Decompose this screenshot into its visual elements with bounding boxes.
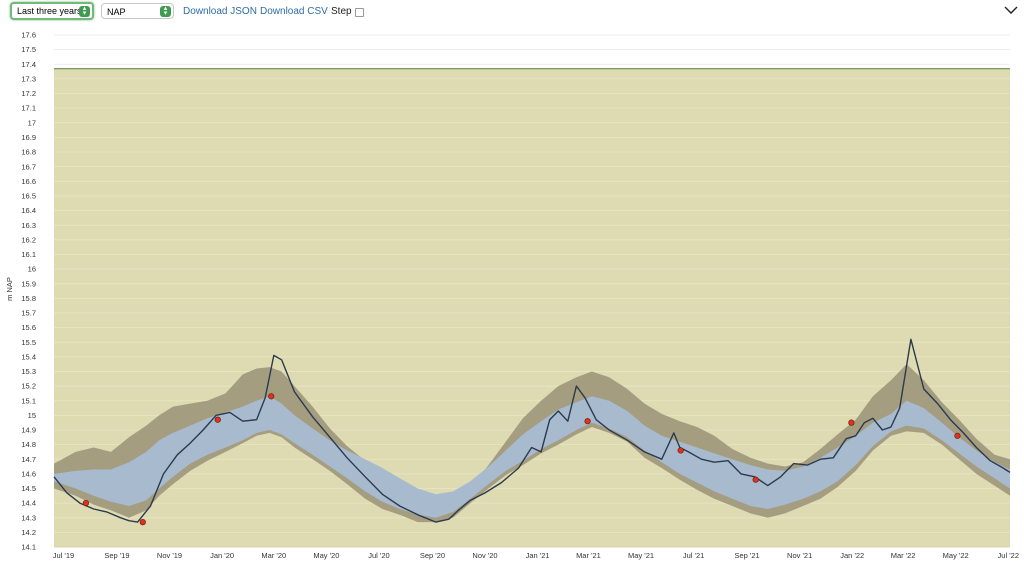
step-label: Step — [331, 6, 352, 17]
y-tick-label: 14.5 — [21, 484, 36, 493]
x-tick-label: Sep '19 — [104, 551, 129, 560]
x-tick-label: Sep '21 — [734, 551, 759, 560]
y-tick-label: 14.4 — [21, 499, 36, 508]
y-tick-label: 15.8 — [21, 294, 36, 303]
data-marker — [268, 393, 275, 400]
x-tick-label: Nov '19 — [157, 551, 182, 560]
y-tick-label: 15.1 — [21, 396, 36, 405]
data-marker — [584, 418, 591, 425]
y-tick-label: 15.5 — [21, 338, 36, 347]
y-tick-label: 14.2 — [21, 528, 36, 537]
y-tick-label: 14.7 — [21, 455, 36, 464]
download-json-link[interactable]: Download JSON — [183, 6, 257, 17]
download-csv-link[interactable]: Download CSV — [260, 6, 328, 17]
y-tick-label: 15.9 — [21, 279, 36, 288]
y-tick-label: 15 — [28, 411, 36, 420]
data-marker — [139, 519, 146, 526]
datum-select-value: NAP — [107, 7, 126, 17]
time-range-select-value: Last three years — [17, 6, 82, 16]
plot-background — [54, 68, 1010, 547]
chevron-down-icon[interactable] — [1003, 4, 1019, 16]
y-tick-label: 14.8 — [21, 440, 36, 449]
y-tick-label: 16 — [28, 265, 36, 274]
y-tick-label: 15.2 — [21, 382, 36, 391]
x-tick-label: Jan '22 — [840, 551, 864, 560]
y-tick-label: 16.6 — [21, 177, 36, 186]
x-tick-label: Jan '20 — [210, 551, 234, 560]
y-tick-label: 14.3 — [21, 513, 36, 522]
x-tick-label: Jul '21 — [683, 551, 704, 560]
y-tick-label: 15.3 — [21, 367, 36, 376]
x-tick-label: Mar '22 — [891, 551, 916, 560]
y-tick-label: 14.9 — [21, 426, 36, 435]
y-tick-label: 17.3 — [21, 74, 36, 83]
x-axis: Jul '19 Sep '19 Nov '19 Jan '20 Mar '20 May '… — [53, 551, 1019, 560]
updown-arrow-icon: ▴ ▾ — [160, 5, 171, 17]
y-tick-label: 16.1 — [21, 250, 36, 259]
y-tick-label: 16.5 — [21, 192, 36, 201]
y-tick-label: 14.6 — [21, 469, 36, 478]
time-range-select[interactable]: Last three years ▴ ▾ — [10, 2, 94, 20]
y-tick-label: 16.9 — [21, 133, 36, 142]
y-axis-label: m NAP — [5, 277, 14, 301]
y-tick-label: 17.1 — [21, 104, 36, 113]
y-tick-label: 17.5 — [21, 45, 36, 54]
data-marker — [677, 447, 684, 454]
data-marker — [848, 419, 855, 426]
y-tick-label: 15.7 — [21, 309, 36, 318]
x-tick-label: Jul '22 — [998, 551, 1019, 560]
x-tick-label: Mar '20 — [261, 551, 286, 560]
updown-arrow-icon: ▴ ▾ — [79, 5, 90, 17]
y-tick-label: 15.4 — [21, 352, 36, 361]
x-tick-label: Sep '20 — [420, 551, 445, 560]
x-tick-label: May '20 — [313, 551, 339, 560]
y-tick-label: 17 — [28, 118, 36, 127]
x-tick-label: Jul '19 — [53, 551, 74, 560]
y-tick-label: 17.6 — [21, 31, 36, 40]
step-checkbox[interactable] — [355, 8, 364, 17]
data-marker — [752, 476, 759, 483]
x-tick-label: Jul '20 — [368, 551, 389, 560]
percentile-band — [54, 396, 1010, 518]
y-tick-label: 16.3 — [21, 221, 36, 230]
chart-toolbar: Last three years ▴ ▾ NAP ▴ ▾ Download JSON… — [0, 0, 1024, 24]
y-tick-label: 16.4 — [21, 206, 36, 215]
x-tick-label: Mar '21 — [576, 551, 601, 560]
y-tick-label: 17.4 — [21, 60, 36, 69]
x-tick-label: Jan '21 — [526, 551, 550, 560]
x-tick-label: Nov '21 — [787, 551, 812, 560]
data-marker — [954, 432, 961, 439]
data-marker — [82, 500, 89, 507]
data-marker — [214, 416, 221, 423]
x-tick-label: May '22 — [943, 551, 969, 560]
measured-series-line — [53, 338, 1011, 523]
y-tick-label: 16.8 — [21, 148, 36, 157]
x-tick-label: May '21 — [628, 551, 654, 560]
y-tick-label: 16.2 — [21, 235, 36, 244]
y-tick-label: 15.6 — [21, 323, 36, 332]
x-tick-label: Nov '20 — [472, 551, 497, 560]
y-tick-label: 16.7 — [21, 162, 36, 171]
y-tick-label: 17.2 — [21, 89, 36, 98]
datum-select[interactable]: NAP ▴ ▾ — [101, 3, 174, 19]
y-tick-label: 14.1 — [21, 543, 36, 552]
